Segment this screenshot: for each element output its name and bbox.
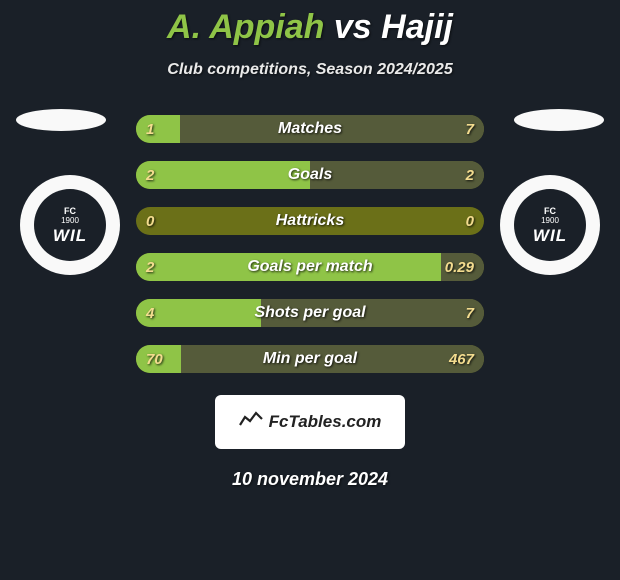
decor-ellipse-right xyxy=(514,109,604,131)
stat-fill-left xyxy=(136,115,180,143)
subtitle: Club competitions, Season 2024/2025 xyxy=(0,61,620,79)
stat-fill-right xyxy=(181,345,484,373)
stat-fill-right xyxy=(310,161,484,189)
stat-value-right: 2 xyxy=(466,161,474,189)
stat-value-right: 467 xyxy=(449,345,474,373)
decor-ellipse-left xyxy=(16,109,106,131)
date-label: 10 november 2024 xyxy=(0,469,620,490)
title-vs: vs xyxy=(334,8,381,46)
stat-row: 22Goals xyxy=(136,161,484,189)
stat-value-left: 70 xyxy=(146,345,163,373)
stat-value-right: 7 xyxy=(466,299,474,327)
stat-value-left: 2 xyxy=(146,253,154,281)
title-player1: A. Appiah xyxy=(167,8,324,46)
brand-text: FcTables.com xyxy=(269,412,382,432)
stat-row: 70467Min per goal xyxy=(136,345,484,373)
stat-bars: 17Matches22Goals00Hattricks20.29Goals pe… xyxy=(136,115,484,373)
stat-fill-left xyxy=(136,299,261,327)
club-badge-line2: 1900 xyxy=(541,217,559,225)
stat-fill-right xyxy=(180,115,485,143)
stat-row: 0 0Hattricks xyxy=(136,207,484,235)
stat-row: 20.29Goals per match xyxy=(136,253,484,281)
stat-row: 17Matches xyxy=(136,115,484,143)
stat-fill-left xyxy=(136,253,441,281)
club-badge-right: FC 1900 WIL xyxy=(500,175,600,275)
club-badge-left: FC 1900 WIL xyxy=(20,175,120,275)
brand-icon xyxy=(239,410,263,434)
page-title: A. Appiah vs Hajij xyxy=(0,0,620,47)
stat-value-right: 0 xyxy=(466,207,474,235)
club-badge-line1: FC xyxy=(544,207,556,216)
club-badge-line3: WIL xyxy=(533,227,567,244)
comparison-area: FC 1900 WIL FC 1900 WIL 17Matches22Goals… xyxy=(0,115,620,490)
stat-value-left: 2 xyxy=(146,161,154,189)
club-badge-line2: 1900 xyxy=(61,217,79,225)
stat-fill-right xyxy=(261,299,484,327)
club-badge-line3: WIL xyxy=(53,227,87,244)
stat-value-right: 7 xyxy=(466,115,474,143)
club-badge-line1: FC xyxy=(64,207,76,216)
stat-value-left: 1 xyxy=(146,115,154,143)
stat-row: 47Shots per goal xyxy=(136,299,484,327)
stat-fill-left xyxy=(136,161,310,189)
stat-value-right: 0.29 xyxy=(445,253,474,281)
stat-value-left: 0 xyxy=(146,207,154,235)
brand-card: FcTables.com xyxy=(215,395,405,449)
stat-label: Hattricks xyxy=(136,207,484,235)
title-player2: Hajij xyxy=(381,8,453,46)
stat-value-left: 4 xyxy=(146,299,154,327)
